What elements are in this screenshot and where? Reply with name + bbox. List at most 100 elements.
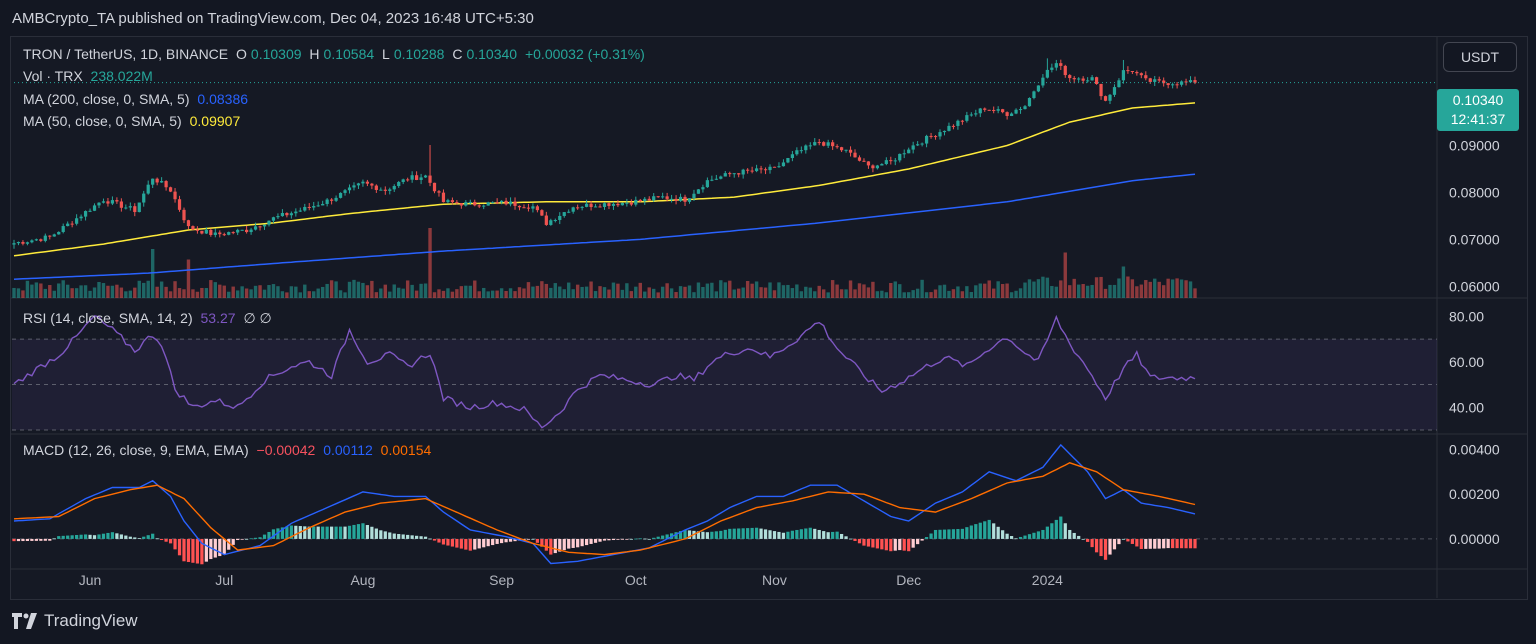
candle-body[interactable] [625, 202, 629, 204]
candle-body[interactable] [701, 187, 705, 190]
candle-body[interactable] [1099, 83, 1103, 97]
candle-body[interactable] [1090, 77, 1094, 81]
candle-body[interactable] [1036, 85, 1041, 92]
candle-body[interactable] [347, 187, 352, 191]
candle-body[interactable] [992, 110, 996, 112]
candle-body[interactable] [607, 203, 611, 206]
candle-body[interactable] [960, 120, 964, 122]
candle-body[interactable] [1103, 96, 1108, 101]
legend-ma50[interactable]: MA (50, close, 0, SMA, 5) 0.09907 [23, 113, 244, 129]
candle-body[interactable] [799, 150, 803, 152]
candle-body[interactable] [974, 113, 978, 115]
candle-body[interactable] [423, 175, 428, 178]
candle-body[interactable] [781, 162, 786, 167]
candle-body[interactable] [1001, 109, 1005, 113]
candle-body[interactable] [687, 198, 692, 202]
candle-body[interactable] [52, 234, 56, 237]
candle-body[interactable] [186, 220, 191, 227]
candle-body[interactable] [1050, 67, 1054, 70]
candle-body[interactable] [75, 218, 79, 224]
candle-body[interactable] [325, 199, 329, 204]
candle-body[interactable] [146, 184, 150, 194]
tradingview-brand[interactable]: TradingView [12, 611, 138, 631]
candle-body[interactable] [576, 207, 580, 209]
candle-body[interactable] [155, 178, 159, 183]
candle-body[interactable] [1121, 70, 1126, 81]
macd-signal-line[interactable] [13, 462, 1196, 556]
candle-body[interactable] [209, 229, 213, 235]
candle-body[interactable] [392, 186, 396, 190]
candle-body[interactable] [316, 205, 320, 207]
candle-body[interactable] [728, 173, 732, 175]
candle-body[interactable] [853, 152, 857, 158]
candle-body[interactable] [924, 135, 929, 144]
candle-body[interactable] [741, 169, 745, 175]
candle-body[interactable] [271, 217, 276, 221]
candle-body[interactable] [638, 199, 642, 202]
candle-body[interactable] [786, 158, 790, 163]
candle-body[interactable] [1018, 109, 1023, 111]
candle-body[interactable] [844, 149, 848, 151]
candle-body[interactable] [200, 230, 204, 234]
candle-body[interactable] [889, 160, 893, 162]
candle-body[interactable] [133, 206, 137, 213]
candle-body[interactable] [768, 166, 772, 171]
candle-body[interactable] [692, 193, 696, 199]
candle-body[interactable] [374, 185, 378, 190]
candle-body[interactable] [513, 201, 517, 206]
candle-body[interactable] [267, 220, 271, 225]
candle-body[interactable] [276, 216, 280, 218]
candle-body[interactable] [124, 207, 128, 209]
candle-body[interactable] [482, 205, 486, 207]
candle-body[interactable] [298, 210, 302, 212]
candle-body[interactable] [151, 178, 155, 185]
candle-body[interactable] [1063, 65, 1067, 76]
candle-body[interactable] [48, 235, 52, 237]
candle-body[interactable] [683, 196, 687, 202]
candle-body[interactable] [34, 239, 38, 241]
candle-body[interactable] [1184, 81, 1188, 83]
candle-body[interactable] [933, 136, 938, 138]
candle-body[interactable] [92, 205, 97, 211]
candle-body[interactable] [464, 202, 468, 206]
candle-body[interactable] [678, 196, 683, 201]
candle-body[interactable] [1171, 84, 1175, 86]
candle-body[interactable] [370, 183, 374, 186]
candle-body[interactable] [446, 200, 450, 203]
candle-body[interactable] [160, 181, 164, 183]
candle-body[interactable] [128, 206, 132, 208]
candle-body[interactable] [942, 130, 947, 133]
candle-body[interactable] [410, 175, 414, 180]
candle-body[interactable] [656, 196, 660, 198]
candle-body[interactable] [643, 198, 647, 202]
candle-body[interactable] [504, 200, 508, 205]
candle-body[interactable] [1193, 80, 1197, 83]
candle-body[interactable] [213, 232, 217, 235]
candle-body[interactable] [231, 232, 235, 234]
candle-body[interactable] [441, 192, 446, 203]
candle-body[interactable] [647, 198, 651, 201]
candle-body[interactable] [531, 206, 535, 209]
candle-body[interactable] [920, 143, 924, 145]
candle-body[interactable] [57, 231, 61, 235]
candle-body[interactable] [522, 207, 526, 209]
candle-body[interactable] [875, 165, 879, 169]
candle-body[interactable] [584, 203, 589, 207]
candle-body[interactable] [1059, 63, 1063, 66]
candle-body[interactable] [710, 179, 714, 181]
candle-body[interactable] [79, 216, 83, 219]
candle-body[interactable] [289, 213, 293, 216]
candle-body[interactable] [66, 223, 70, 227]
candle-body[interactable] [137, 202, 141, 213]
candle-body[interactable] [330, 199, 334, 201]
candle-body[interactable] [719, 176, 723, 179]
candle-body[interactable] [379, 189, 383, 191]
candle-body[interactable] [517, 205, 522, 208]
candle-body[interactable] [307, 206, 311, 208]
rsi-line[interactable] [13, 314, 1196, 429]
candle-body[interactable] [101, 201, 106, 203]
candle-body[interactable] [902, 153, 906, 155]
candle-body[interactable] [222, 234, 226, 236]
candle-body[interactable] [1179, 81, 1184, 85]
candle-body[interactable] [432, 182, 437, 192]
